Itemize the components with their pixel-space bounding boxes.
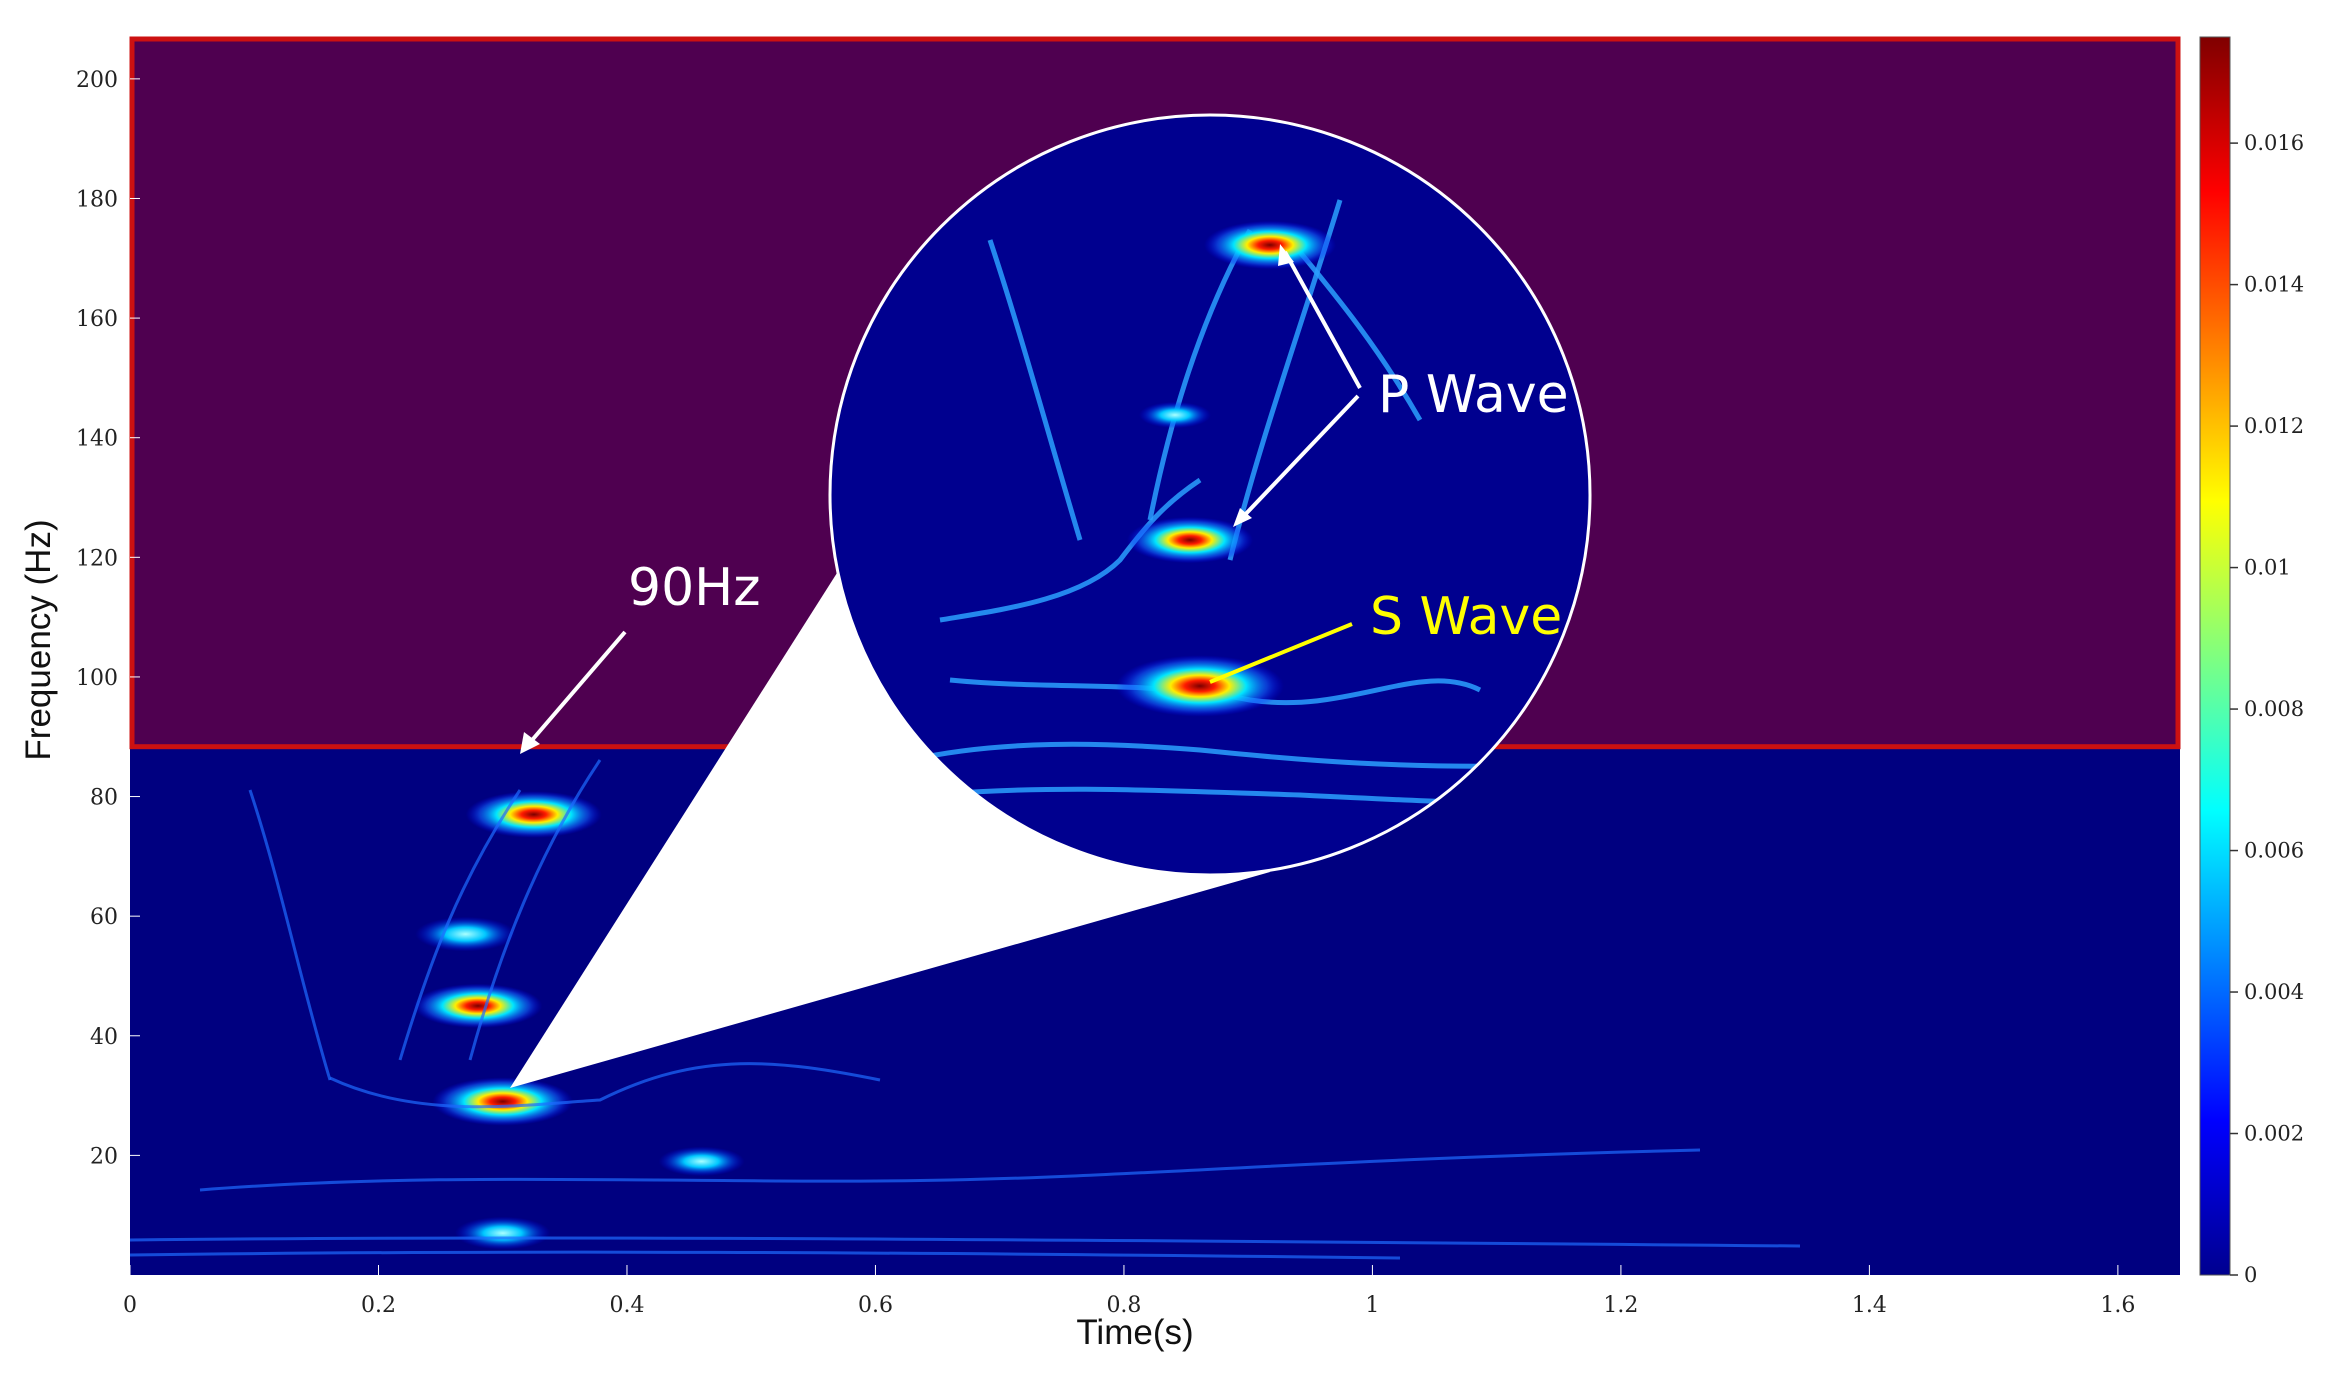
colorbar-gradient <box>2199 36 2231 1276</box>
energy-ridge-0 <box>130 1250 1401 1260</box>
x-tick-label: 0.2 <box>361 1293 396 1318</box>
colorbar-tick-label: 0.01 <box>2244 556 2291 580</box>
energy-ridge-2 <box>199 1148 1701 1192</box>
energy-ridge-5 <box>468 759 602 1061</box>
zoom-ridge-6 <box>987 239 1083 541</box>
annotation-p-wave-label: P Wave <box>1378 365 1569 425</box>
energy-ridge-3 <box>329 1062 881 1109</box>
colorbar-tick-label: 0 <box>2244 1263 2257 1287</box>
energy-peak-4 <box>658 1146 745 1177</box>
x-tick-label: 0.6 <box>858 1293 893 1318</box>
energy-peak-3 <box>415 916 516 952</box>
zoom-ridge-0 <box>909 741 1581 769</box>
energy-peak-2 <box>413 983 543 1029</box>
annotation-s-wave-label: S Wave <box>1370 587 1562 647</box>
x-axis-label: Time(s) <box>1076 1313 1193 1352</box>
y-tick-label: 100 <box>76 666 118 691</box>
x-tick-label: 1.4 <box>1852 1293 1887 1318</box>
x-tick-label: 1.6 <box>2100 1293 2135 1318</box>
annotation-90hz: 90Hz <box>520 558 761 754</box>
y-axis-label: Frequency (Hz) <box>19 519 58 760</box>
y-tick-label: 40 <box>90 1025 118 1050</box>
x-tick-label: 1 <box>1365 1293 1379 1318</box>
zoom-ridge-4 <box>1147 228 1253 521</box>
zoom-callout-cone <box>510 458 1270 1088</box>
energy-layer <box>130 759 1801 1260</box>
p-wave-arrow-lower <box>1238 394 1360 522</box>
y-tick-label: 20 <box>90 1144 118 1169</box>
zoom-peak-0 <box>1204 220 1336 270</box>
y-axis: 20 40 60 80 100 120 140 160 180 200 <box>76 68 140 1169</box>
annotation-90hz-arrow <box>525 630 627 748</box>
zoom-peak-1 <box>1127 516 1253 564</box>
y-tick-label: 60 <box>90 905 118 930</box>
colorbar-tick-label: 0.014 <box>2244 273 2304 297</box>
colorbar-tick-label: 0.016 <box>2244 131 2304 155</box>
y-tick-label: 160 <box>76 307 118 332</box>
colorbar-tick-label: 0.006 <box>2244 839 2304 863</box>
y-tick-label: 80 <box>90 786 118 811</box>
annotation-90hz-label: 90Hz <box>628 558 761 618</box>
p-wave-arrowhead-lower <box>1233 508 1252 527</box>
y-tick-label: 120 <box>76 546 118 571</box>
x-tick-label: 0 <box>123 1293 137 1318</box>
energy-peak-1 <box>465 791 602 838</box>
energy-ridge-4 <box>398 789 522 1061</box>
annotation-90hz-arrowhead <box>520 732 540 754</box>
p-wave-arrow-upper <box>1283 251 1362 389</box>
y-tick-label: 140 <box>76 427 118 452</box>
x-tick-label: 1.2 <box>1603 1293 1638 1318</box>
x-tick-label: 0.8 <box>1106 1293 1141 1318</box>
annotation-s-wave: S Wave <box>1209 587 1562 684</box>
p-wave-arrowhead-upper <box>1278 244 1294 266</box>
energy-ridge-6 <box>248 789 332 1081</box>
x-tick-label: 0.4 <box>609 1293 644 1318</box>
zoom-ridge-3 <box>939 477 1202 623</box>
s-wave-arrow <box>1209 622 1353 684</box>
colorbar-tick-label: 0.002 <box>2244 1122 2304 1146</box>
y-tick-label: 200 <box>76 68 118 93</box>
energy-peak-5 <box>454 1216 551 1250</box>
colorbar: 0 0.002 0.004 0.006 0.008 0.01 0.012 0.014 0.016 <box>2199 36 2304 1287</box>
y-tick-label: 180 <box>76 187 118 212</box>
energy-ridge-1 <box>130 1236 1801 1248</box>
zoom-peak-3 <box>1139 401 1211 429</box>
annotation-p-wave: P Wave <box>1233 244 1569 527</box>
colorbar-ticks: 0 0.002 0.004 0.006 0.008 0.01 0.012 0.014 0.016 <box>2230 131 2304 1287</box>
x-axis: 0 0.2 0.4 0.6 0.8 1 1.2 1.4 1.6 <box>123 1265 2135 1318</box>
colorbar-tick-label: 0.004 <box>2244 980 2304 1004</box>
colorbar-tick-label: 0.012 <box>2244 414 2304 438</box>
zoom-peak-2 <box>1116 655 1284 717</box>
colorbar-tick-label: 0.008 <box>2244 697 2304 721</box>
energy-peak-0 <box>432 1077 574 1126</box>
